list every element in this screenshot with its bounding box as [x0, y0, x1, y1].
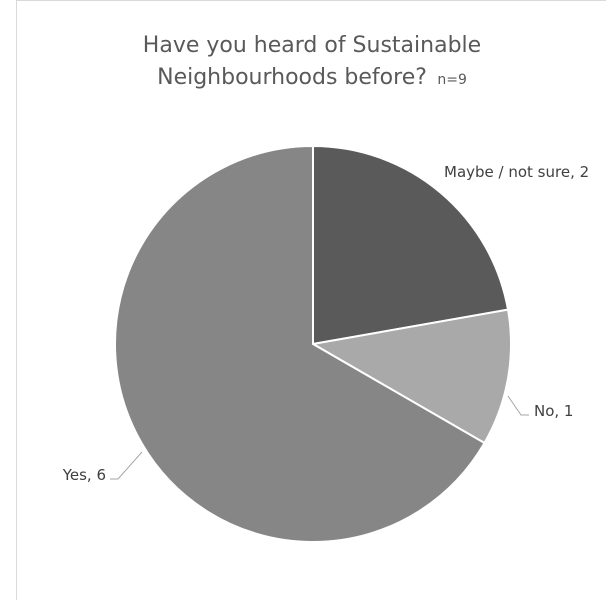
- pie-slices: [114, 144, 512, 543]
- pie-data-labels: Maybe / not sure, 2 No, 1 Yes, 6: [62, 163, 589, 484]
- pie-chart: Have you heard of Sustainable Neighbourh…: [62, 33, 589, 543]
- data-label: Yes, 6: [62, 466, 106, 484]
- chart-title-line-2: Neighbourhoods before?: [157, 65, 427, 90]
- pie-slice-no: [310, 308, 512, 445]
- pie-slice-maybe-not-sure: [312, 144, 510, 346]
- leader-line: [507, 395, 529, 416]
- chart-title-line-2-group: Neighbourhoods before? n=9: [157, 65, 467, 90]
- chart-title-line-1: Have you heard of Sustainable: [143, 33, 481, 58]
- pie-slice-yes: [114, 144, 486, 543]
- leader-line: [110, 451, 143, 480]
- data-label: Maybe / not sure, 2: [444, 163, 589, 181]
- chart-title-note: n=9: [437, 72, 467, 88]
- chart-area-border: [16, 0, 606, 600]
- data-label: No, 1: [534, 402, 573, 420]
